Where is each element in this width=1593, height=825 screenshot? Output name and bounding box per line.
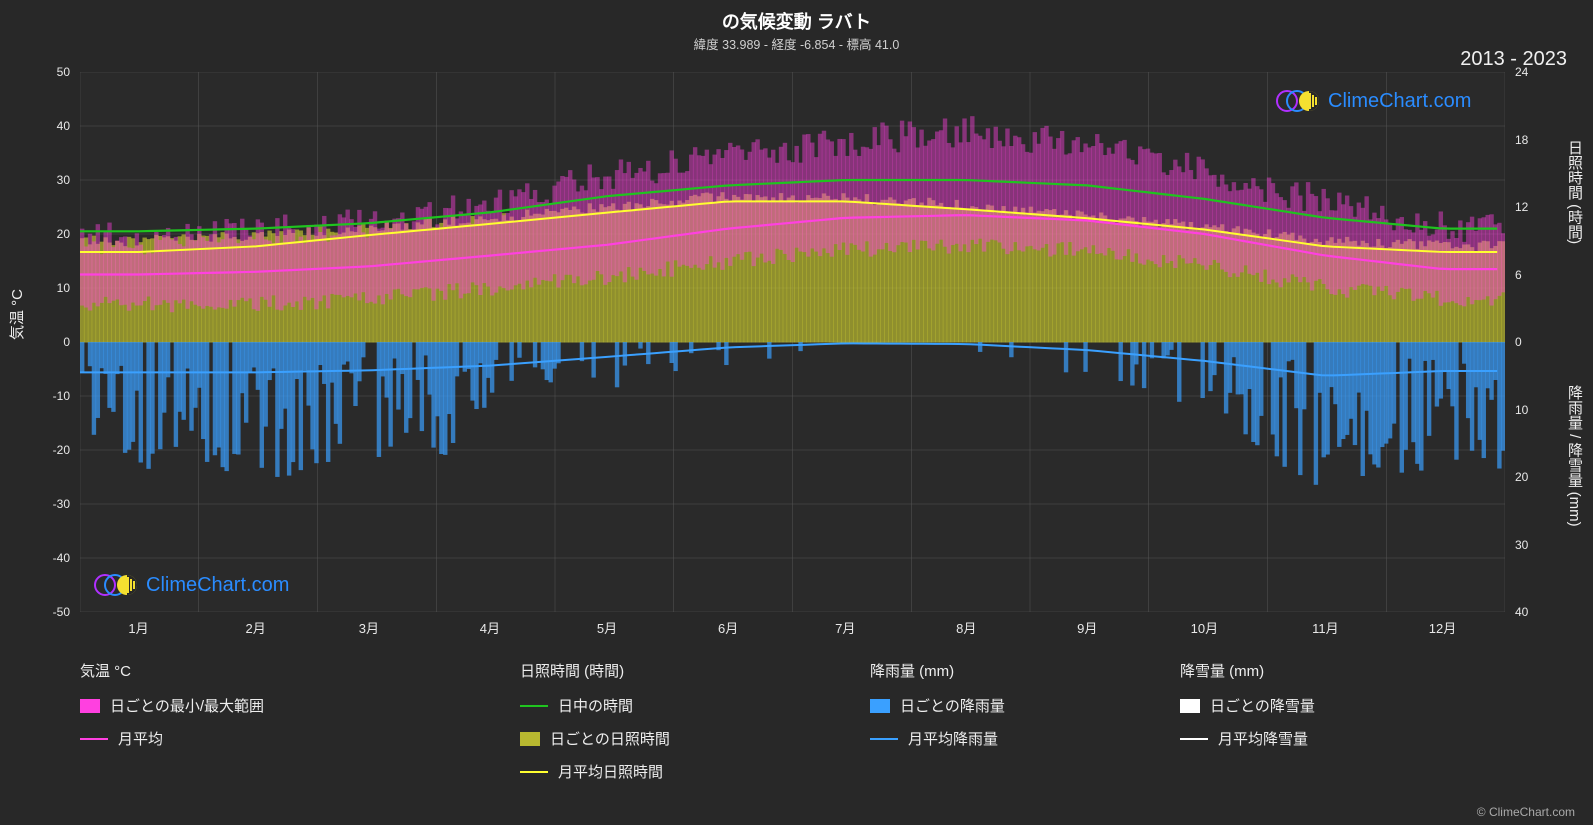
ytick-left: -40 xyxy=(10,551,70,565)
legend-head: 日照時間 (時間) xyxy=(520,660,670,681)
month-label: 11月 xyxy=(1312,618,1339,637)
legend-col-temp: 気温 °C 日ごとの最小/最大範囲月平均 xyxy=(80,660,264,761)
legend-row: 月平均日照時間 xyxy=(520,761,670,782)
month-label: 1月 xyxy=(128,618,148,637)
legend-col-sun: 日照時間 (時間) 日中の時間日ごとの日照時間月平均日照時間 xyxy=(520,660,670,794)
ytick-right-sun: 24 xyxy=(1515,65,1575,79)
brand-text: ClimeChart.com xyxy=(1328,90,1471,113)
legend-row: 月平均降雨量 xyxy=(870,728,1005,749)
ytick-left: 10 xyxy=(10,281,70,295)
legend-row: 月平均降雪量 xyxy=(1180,728,1315,749)
legend-swatch xyxy=(80,699,100,713)
x-axis-months: 1月 2月 3月 4月 5月 6月 7月 8月 9月 10月 11月 12月 xyxy=(80,618,1505,642)
month-label: 6月 xyxy=(718,618,738,637)
plot-area xyxy=(80,72,1505,612)
legend-head: 気温 °C xyxy=(80,660,264,681)
legend-row: 日中の時間 xyxy=(520,695,670,716)
legend-swatch xyxy=(870,699,890,713)
legend-row: 日ごとの降雪量 xyxy=(1180,695,1315,716)
legend-label: 月平均日照時間 xyxy=(558,761,663,782)
legend-swatch xyxy=(1180,699,1200,713)
chart-svg xyxy=(80,72,1505,612)
month-label: 10月 xyxy=(1191,618,1218,637)
brand-text: ClimeChart.com xyxy=(146,574,289,597)
ytick-left: 20 xyxy=(10,227,70,241)
legend-label: 日ごとの降雨量 xyxy=(900,695,1005,716)
legend-row: 日ごとの最小/最大範囲 xyxy=(80,695,264,716)
legend-col-snow: 降雪量 (mm) 日ごとの降雪量月平均降雪量 xyxy=(1180,660,1315,761)
credit-text: © ClimeChart.com xyxy=(1477,805,1575,819)
month-label: 9月 xyxy=(1077,618,1097,637)
legend-label: 月平均降雨量 xyxy=(908,728,998,749)
legend-row: 日ごとの日照時間 xyxy=(520,728,670,749)
ytick-left: -50 xyxy=(10,605,70,619)
ytick-right-sun: 0 xyxy=(1515,335,1575,349)
climechart-logo-top: ClimeChart.com xyxy=(1276,88,1471,114)
legend-line xyxy=(870,738,898,740)
legend-label: 日ごとの最小/最大範囲 xyxy=(110,695,264,716)
legend-line xyxy=(80,738,108,740)
legend-head: 降雪量 (mm) xyxy=(1180,660,1315,681)
ytick-right-sun: 18 xyxy=(1515,133,1575,147)
month-label: 7月 xyxy=(835,618,855,637)
legend-row: 日ごとの降雨量 xyxy=(870,695,1005,716)
month-label: 2月 xyxy=(246,618,266,637)
month-label: 12月 xyxy=(1429,618,1456,637)
ytick-left: 40 xyxy=(10,119,70,133)
month-label: 3月 xyxy=(359,618,379,637)
chart-title: の気候変動 ラバト xyxy=(0,8,1593,34)
y-axis-left-ticks: 50403020100-10-20-30-40-50 xyxy=(0,72,78,612)
ytick-right-sun: 12 xyxy=(1515,200,1575,214)
ytick-left: -10 xyxy=(10,389,70,403)
month-label: 5月 xyxy=(597,618,617,637)
ytick-left: 0 xyxy=(10,335,70,349)
legend-swatch xyxy=(520,732,540,746)
climechart-logo-bottom: ClimeChart.com xyxy=(94,572,289,598)
legend-line xyxy=(520,771,548,773)
month-label: 4月 xyxy=(480,618,500,637)
ytick-right-rain: 20 xyxy=(1515,470,1575,484)
ytick-right-rain: 10 xyxy=(1515,403,1575,417)
ytick-left: 50 xyxy=(10,65,70,79)
legend-label: 月平均 xyxy=(118,728,163,749)
legend-head: 降雨量 (mm) xyxy=(870,660,1005,681)
legend-line xyxy=(520,705,548,707)
ytick-left: -30 xyxy=(10,497,70,511)
ytick-left: -20 xyxy=(10,443,70,457)
climechart-icon xyxy=(1276,88,1322,114)
chart-subtitle: 緯度 33.989 - 経度 -6.854 - 標高 41.0 xyxy=(0,34,1593,53)
legend-line xyxy=(1180,738,1208,740)
ytick-right-rain: 40 xyxy=(1515,605,1575,619)
legend-label: 月平均降雪量 xyxy=(1218,728,1308,749)
ytick-right-sun: 6 xyxy=(1515,268,1575,282)
ytick-left: 30 xyxy=(10,173,70,187)
legend-col-rain: 降雨量 (mm) 日ごとの降雨量月平均降雨量 xyxy=(870,660,1005,761)
month-label: 8月 xyxy=(956,618,976,637)
climechart-icon xyxy=(94,572,140,598)
legend-row: 月平均 xyxy=(80,728,264,749)
legend: 気温 °C 日ごとの最小/最大範囲月平均 日照時間 (時間) 日中の時間日ごとの… xyxy=(80,660,1505,820)
ytick-right-rain: 30 xyxy=(1515,538,1575,552)
legend-label: 日ごとの降雪量 xyxy=(1210,695,1315,716)
y-axis-right-ticks: 2418126010203040 xyxy=(1507,72,1579,612)
legend-label: 日中の時間 xyxy=(558,695,633,716)
legend-label: 日ごとの日照時間 xyxy=(550,728,670,749)
root: の気候変動 ラバト 緯度 33.989 - 経度 -6.854 - 標高 41.… xyxy=(0,0,1593,825)
